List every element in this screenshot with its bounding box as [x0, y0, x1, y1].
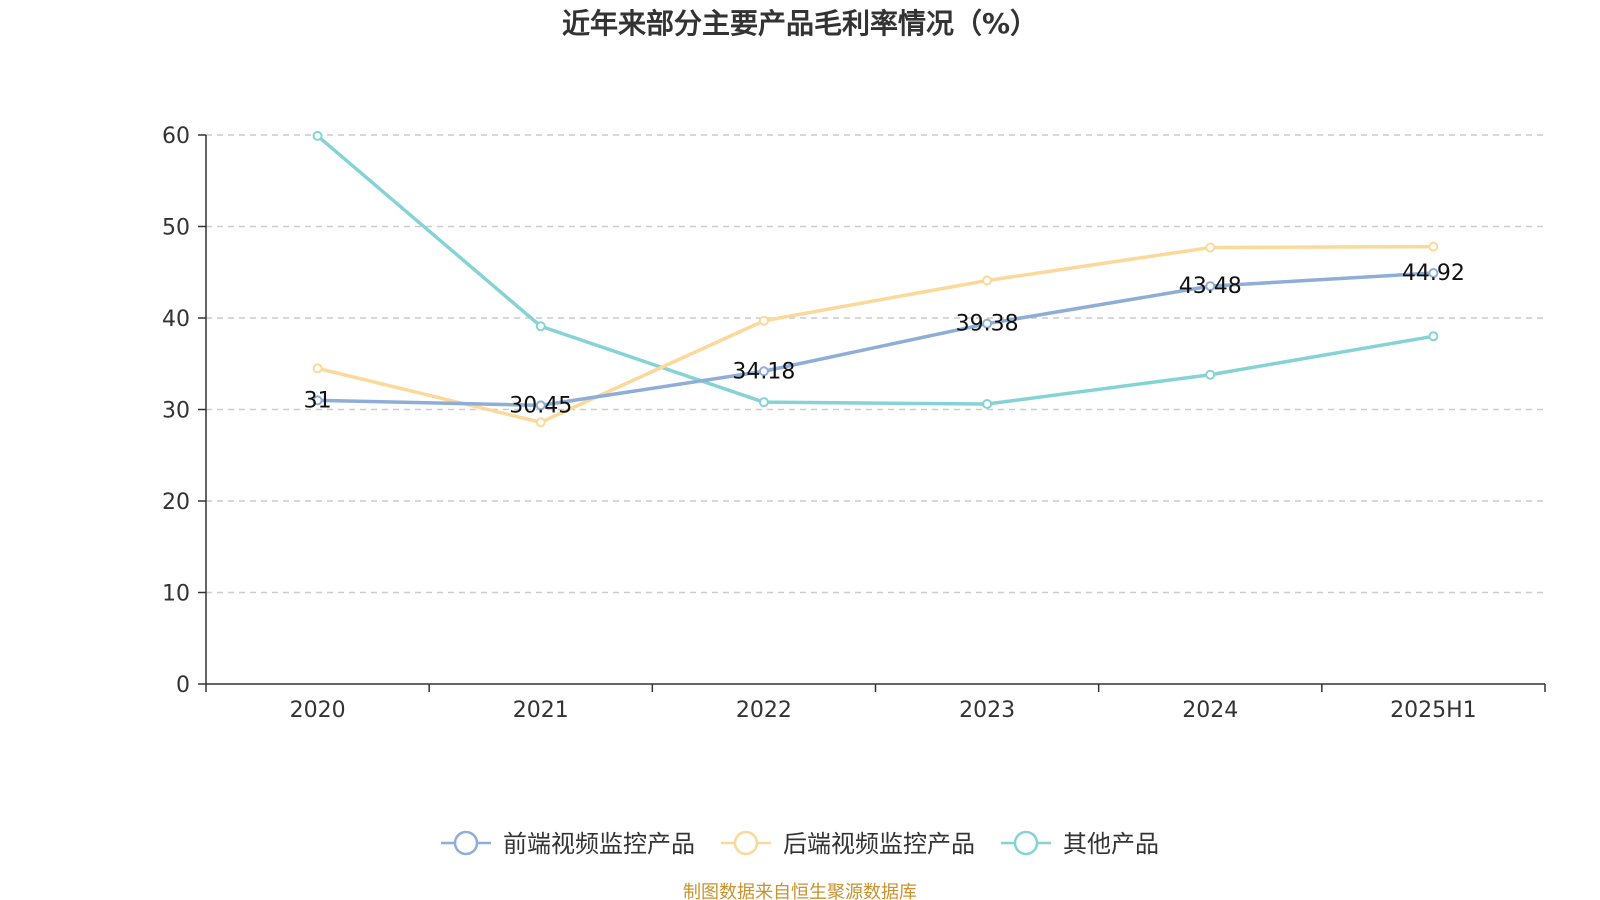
legend-item[interactable]: 其他产品: [1001, 830, 1159, 858]
legend-item[interactable]: 后端视频监控产品: [721, 830, 975, 858]
axes: 0 10 20 30 40 50 60 2020 2021 2022 2023 2024 2025H1: [162, 124, 1546, 723]
legend-marker-icon: [733, 830, 759, 856]
data-label: 31: [304, 388, 332, 413]
data-point: [1428, 267, 1439, 278]
legend-label: 后端视频监控产品: [783, 830, 975, 858]
data-point: [982, 399, 993, 410]
y-tick-label: 30: [162, 399, 190, 424]
data-point: [535, 400, 546, 411]
data-point: [982, 275, 993, 286]
data-label: 34.18: [732, 359, 795, 384]
data-point: [312, 130, 323, 141]
legend-marker-icon: [1013, 830, 1039, 856]
data-point: [312, 395, 323, 406]
legend-label: 前端视频监控产品: [503, 830, 695, 858]
x-tick-label: 2020: [290, 698, 346, 723]
x-tick-label: 2023: [959, 698, 1015, 723]
legend-marker-icon: [453, 830, 479, 856]
x-tick-label: 2022: [736, 698, 792, 723]
grid-lines: [206, 134, 1545, 594]
data-labels: 31 30.45 34.18 39.38 43.48 44.92: [304, 261, 1465, 418]
data-label: 43.48: [1179, 274, 1242, 299]
series-line: [317, 271, 1434, 408]
data-point: [535, 417, 546, 428]
legend-item[interactable]: 前端视频监控产品: [441, 830, 695, 858]
data-point: [1205, 281, 1216, 292]
source-note: 制图数据来自恒生聚源数据库: [683, 882, 917, 900]
data-label: 44.92: [1402, 261, 1465, 286]
data-point: [982, 318, 993, 329]
data-point: [312, 363, 323, 374]
y-tick-label: 60: [162, 124, 190, 149]
series-line: [317, 244, 1434, 425]
chart-title: 近年来部分主要产品毛利率情况（%）: [562, 7, 1038, 40]
data-point: [758, 315, 769, 326]
x-tick-label: 2025H1: [1390, 698, 1477, 723]
y-tick-label: 50: [162, 216, 190, 241]
data-point: [1205, 242, 1216, 253]
y-tick-label: 20: [162, 490, 190, 515]
y-tick-label: 40: [162, 307, 190, 332]
y-tick-label: 0: [176, 673, 190, 698]
data-point: [1428, 241, 1439, 252]
legend: 前端视频监控产品 后端视频监控产品 其他产品: [441, 830, 1159, 858]
data-point: [535, 321, 546, 332]
data-point: [1428, 331, 1439, 342]
data-label: 30.45: [509, 393, 572, 418]
data-label: 39.38: [956, 312, 1019, 337]
x-tick-label: 2021: [513, 698, 569, 723]
series-lines: [312, 130, 1439, 428]
x-tick-label: 2024: [1182, 698, 1238, 723]
y-tick-label: 10: [162, 582, 190, 607]
legend-label: 其他产品: [1063, 830, 1159, 858]
data-point: [758, 397, 769, 408]
data-point: [1205, 369, 1216, 380]
data-point: [758, 366, 769, 377]
series-line: [316, 134, 1434, 406]
